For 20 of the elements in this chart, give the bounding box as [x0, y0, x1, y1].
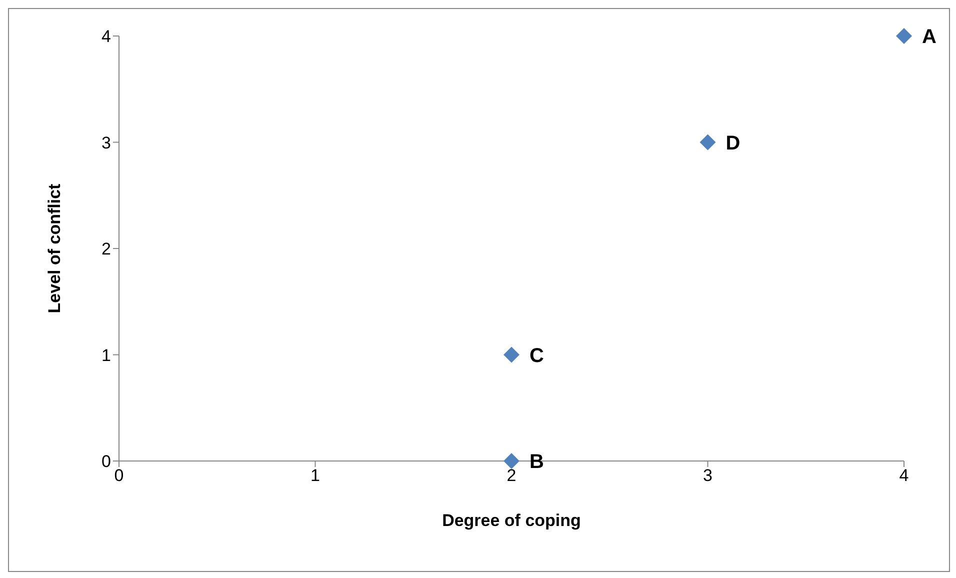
y-axis-title: Level of conflict: [45, 183, 64, 314]
y-tick-label: 2: [102, 240, 111, 259]
x-tick-label: 4: [899, 466, 909, 486]
x-tick-label: 1: [310, 466, 320, 486]
point: [504, 453, 520, 469]
annotation: D: [726, 132, 740, 154]
point: [504, 346, 520, 363]
point: [896, 28, 912, 44]
annotation: B: [530, 451, 544, 474]
annotation: A: [922, 26, 936, 48]
y-tick-label: 1: [102, 346, 111, 365]
point: [700, 134, 716, 150]
x-tick-label: 3: [703, 466, 712, 486]
y-tick-label: 3: [102, 133, 111, 152]
x-tick-label: 0: [114, 466, 124, 486]
annotation: C: [530, 344, 544, 367]
y-tick-label: 0: [102, 452, 111, 472]
x-tick-label: 2: [506, 466, 516, 486]
y-tick-label: 4: [102, 27, 111, 46]
x-axis-title: Degree of coping: [442, 511, 581, 530]
